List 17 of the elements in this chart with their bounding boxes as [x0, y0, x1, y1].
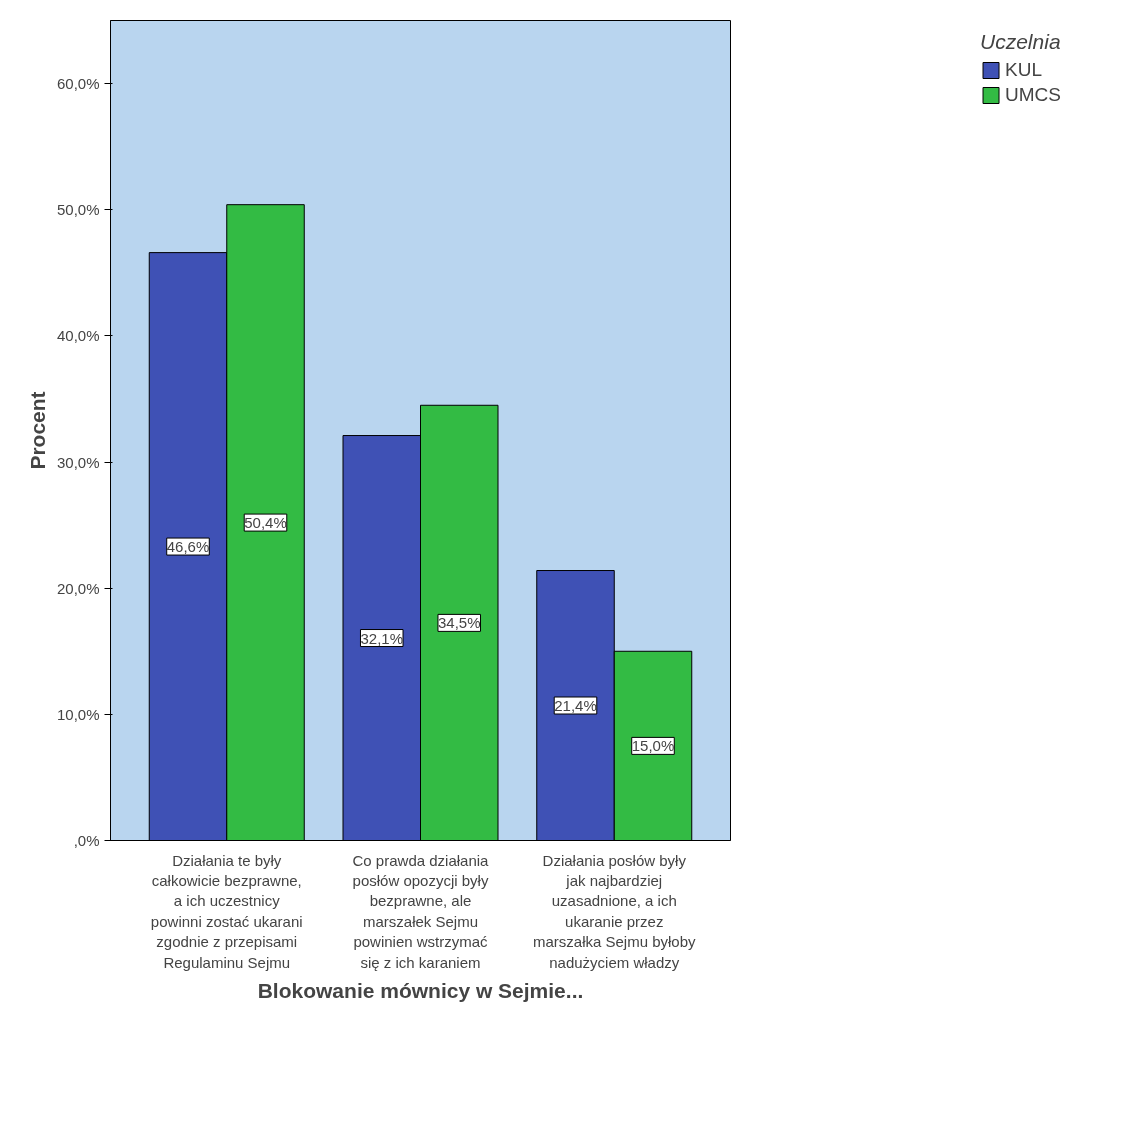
y-tick-label: 60,0% — [56, 75, 100, 93]
y-tick-label: 40,0% — [56, 327, 100, 345]
y-tick-label: 30,0% — [56, 453, 100, 471]
y-tick-label: ,0% — [73, 832, 100, 849]
data-label: 46,6% — [166, 538, 210, 556]
x-tick-label: Działania posłów były jak najbardziej uzasadnione, a ich ukaranie przez marszałka Sejmu byłoby nadużyciem władzy — [532, 851, 697, 971]
y-tick-label: 20,0% — [56, 579, 100, 597]
y-tick-label: 50,0% — [56, 201, 100, 219]
x-tick-label: Co prawda działania posłów opozycji były bezprawne, ale marszałek Sejmu powinien wstrzymać się z ich karaniem — [352, 851, 490, 971]
data-label: 15,0% — [631, 737, 675, 755]
legend-title: Uczelnia — [980, 30, 1061, 54]
y-tick-label: 10,0% — [56, 705, 100, 723]
legend-label: UMCS — [1005, 84, 1061, 106]
legend-label: KUL — [1005, 59, 1042, 81]
y-axis-title: Procent — [25, 391, 49, 470]
x-tick-label: Działania te były całkowicie bezprawne, a ich uczestnicy powinni zostać ukarani zgodnie z przepisami Regulaminu Sejmu — [150, 851, 303, 971]
x-axis-title: Blokowanie mównicy w Sejmie... — [257, 978, 584, 1002]
